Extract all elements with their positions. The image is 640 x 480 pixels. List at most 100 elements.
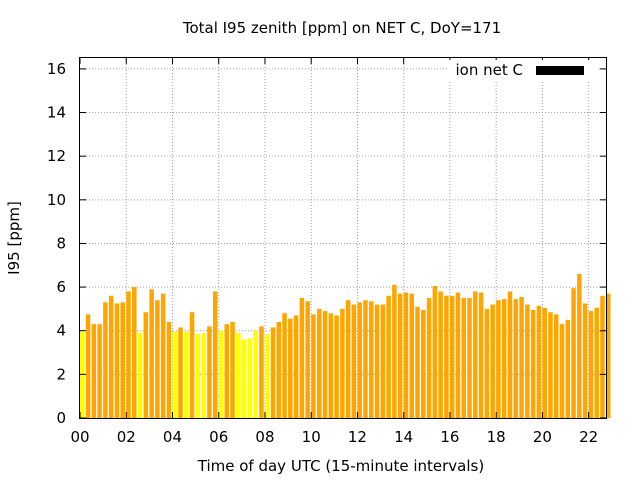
chart-title: Total I95 zenith [ppm] on NET C, DoY=171 — [182, 19, 501, 37]
legend-swatch — [536, 66, 584, 75]
bar — [426, 298, 432, 418]
x-tick-label: 20 — [533, 428, 552, 446]
bar — [108, 295, 114, 418]
bar — [392, 284, 397, 418]
bar — [525, 304, 530, 418]
x-tick-label: 04 — [163, 428, 182, 446]
bar — [606, 293, 611, 418]
bar — [571, 288, 576, 418]
x-tick-label: 18 — [487, 428, 506, 446]
bar — [253, 330, 258, 418]
bar — [478, 292, 484, 418]
bar — [461, 298, 467, 418]
bar — [195, 334, 201, 418]
bar — [80, 331, 85, 418]
bar — [91, 324, 97, 418]
bar — [322, 311, 328, 418]
bar — [369, 301, 374, 418]
bar — [137, 332, 143, 418]
bar — [484, 308, 490, 418]
bar — [85, 314, 91, 418]
bar — [126, 291, 131, 418]
bar — [201, 332, 206, 418]
bar — [374, 304, 380, 418]
bar — [189, 312, 195, 418]
bar — [432, 286, 438, 418]
bar — [166, 322, 172, 418]
y-tick-label: 10 — [47, 191, 66, 209]
bar — [103, 302, 108, 418]
bar — [519, 296, 524, 418]
bar — [236, 332, 241, 418]
bar — [155, 300, 160, 418]
bar — [212, 291, 218, 418]
bar — [363, 300, 368, 418]
legend-label: ion net C — [456, 61, 523, 79]
bar — [316, 308, 322, 418]
bar — [553, 314, 559, 418]
bar — [288, 318, 293, 418]
bar — [305, 301, 310, 418]
bar — [149, 289, 154, 418]
y-tick-label: 12 — [47, 147, 66, 165]
bar — [270, 327, 276, 418]
bar — [328, 313, 334, 418]
x-tick-label: 12 — [348, 428, 367, 446]
bar — [247, 338, 253, 418]
bar — [600, 295, 605, 418]
bar — [565, 319, 571, 418]
bar — [559, 324, 565, 418]
legend: ion net C — [448, 60, 598, 80]
x-tick-label: 10 — [302, 428, 321, 446]
bar — [224, 324, 230, 418]
bar — [143, 312, 149, 418]
bar — [218, 330, 224, 418]
bar — [490, 304, 495, 418]
bar — [542, 307, 547, 418]
bar — [184, 331, 189, 418]
bar — [548, 312, 553, 418]
y-tick-label: 2 — [56, 365, 66, 383]
bar — [120, 302, 125, 418]
bar — [403, 292, 409, 418]
bar — [386, 295, 391, 418]
bar — [299, 298, 305, 418]
y-axis-label: I95 [ppm] — [5, 201, 23, 275]
bar — [501, 299, 507, 418]
x-axis-label: Time of day UTC (15-minute intervals) — [197, 457, 484, 475]
x-tick-label: 06 — [209, 428, 228, 446]
bar — [438, 291, 443, 418]
bar — [473, 291, 478, 418]
bar — [588, 311, 594, 418]
bar — [444, 295, 449, 418]
bar — [496, 300, 501, 418]
bar — [357, 302, 362, 418]
bar — [577, 274, 582, 418]
bar — [334, 315, 339, 418]
bar — [455, 292, 461, 418]
bar — [97, 324, 102, 418]
bar — [160, 293, 166, 418]
bar — [114, 303, 120, 418]
y-tick-label: 16 — [47, 60, 66, 78]
bar — [409, 293, 414, 418]
bar — [594, 307, 599, 418]
bar — [415, 306, 420, 418]
x-tick-label: 00 — [70, 428, 89, 446]
y-tick-label: 6 — [56, 278, 66, 296]
x-tick-label: 08 — [255, 428, 274, 446]
bar — [282, 313, 287, 418]
bar — [536, 305, 542, 418]
y-tick-label: 0 — [56, 409, 66, 427]
bar — [230, 322, 235, 418]
bar — [340, 308, 345, 418]
bar — [397, 293, 403, 418]
x-tick-label: 16 — [440, 428, 459, 446]
bar — [311, 314, 316, 418]
bars — [80, 274, 611, 418]
bar — [207, 326, 212, 418]
y-tick-label: 4 — [56, 322, 66, 340]
y-tick-label: 14 — [47, 104, 66, 122]
